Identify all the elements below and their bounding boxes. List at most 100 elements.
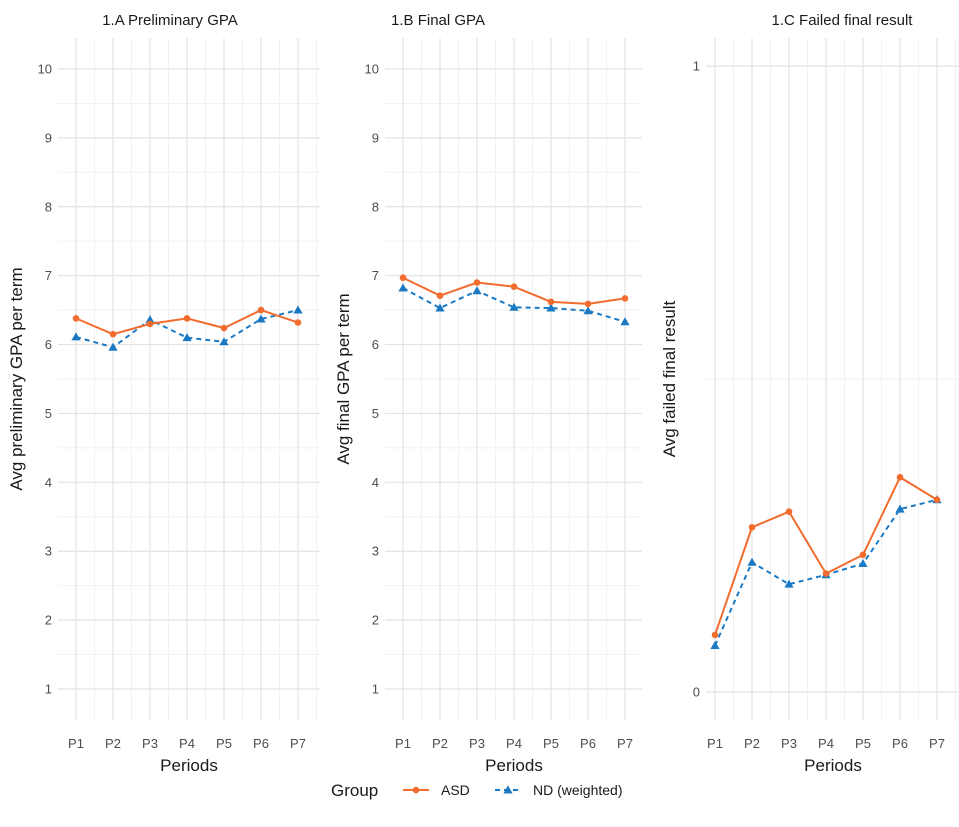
data-point xyxy=(220,324,228,332)
data-point xyxy=(108,342,118,351)
x-tick-label: P2 xyxy=(432,736,448,751)
data-point xyxy=(183,315,191,322)
data-point xyxy=(294,319,302,326)
legend: Group ASD ND (weighted) xyxy=(331,781,622,800)
series-asd xyxy=(711,473,941,639)
y-tick-label: 2 xyxy=(372,613,379,628)
panel-2: 1 2 3 4 5 6 7 8 9 10 P1 P2 P3 P4 P5 P6 P7 1.B Final GPA Pe… xyxy=(334,12,642,775)
y-tick-label: 8 xyxy=(45,199,52,214)
x-tick-label: P4 xyxy=(179,736,195,751)
y-tick-label: 5 xyxy=(372,406,379,421)
data-point xyxy=(859,551,867,559)
data-point xyxy=(146,320,154,328)
x-tick-label: P7 xyxy=(290,736,306,751)
y-tick-label: 6 xyxy=(45,337,52,352)
y-tick-label: 4 xyxy=(372,475,379,490)
data-point xyxy=(257,306,265,314)
legend-title: Group xyxy=(331,781,378,800)
x-axis-label: Periods xyxy=(804,756,862,775)
panel-title: 1.B Final GPA xyxy=(391,12,485,29)
grid xyxy=(58,38,320,720)
data-point xyxy=(785,508,793,515)
y-tick-label: 7 xyxy=(45,268,52,283)
data-point xyxy=(620,317,630,326)
y-tick-label: 4 xyxy=(45,475,52,490)
x-axis-label: Periods xyxy=(485,756,543,775)
x-tick-label: P5 xyxy=(543,736,559,751)
data-point xyxy=(510,283,518,290)
x-tick-label: P1 xyxy=(68,736,84,751)
x-tick-label: P4 xyxy=(818,736,834,751)
data-point xyxy=(784,579,794,588)
legend-key-asd-marker xyxy=(412,786,420,794)
y-axis-label: Avg failed final result xyxy=(660,300,679,457)
data-point xyxy=(435,303,445,312)
data-point xyxy=(256,314,266,323)
x-tick-label: P2 xyxy=(105,736,121,751)
panel-title: 1.A Preliminary GPA xyxy=(102,12,238,29)
legend-label-nd: ND (weighted) xyxy=(533,782,622,798)
data-point xyxy=(747,557,757,566)
y-axis-label: Avg preliminary GPA per term xyxy=(7,267,26,490)
x-tick-label: P1 xyxy=(707,736,723,751)
y-tick-label: 9 xyxy=(372,130,379,145)
grid xyxy=(706,38,959,720)
y-tick-label: 8 xyxy=(372,199,379,214)
data-point xyxy=(473,279,481,286)
data-point xyxy=(748,523,756,531)
data-point xyxy=(583,306,593,315)
y-axis-label: Avg final GPA per term xyxy=(334,293,353,464)
x-tick-label: P3 xyxy=(469,736,485,751)
x-tick-label: P3 xyxy=(781,736,797,751)
data-point xyxy=(293,305,303,314)
y-tick-label: 6 xyxy=(372,337,379,352)
y-tick-label: 7 xyxy=(372,268,379,283)
data-point xyxy=(71,332,81,341)
data-point xyxy=(436,292,444,299)
data-point xyxy=(399,274,407,282)
data-point xyxy=(398,283,408,292)
x-tick-label: P6 xyxy=(580,736,596,751)
series-asd xyxy=(399,274,629,308)
x-tick-label: P5 xyxy=(855,736,871,751)
y-tick-label: 1 xyxy=(693,59,700,74)
y-tick-label: 10 xyxy=(38,62,52,77)
y-tick-label: 9 xyxy=(45,130,52,145)
data-point xyxy=(621,295,629,302)
data-point xyxy=(822,570,830,577)
data-point xyxy=(546,303,556,312)
x-axis-label: Periods xyxy=(160,756,218,775)
data-point xyxy=(547,298,555,306)
y-tick-label: 3 xyxy=(45,544,52,559)
x-tick-label: P4 xyxy=(506,736,522,751)
x-tick-label: P6 xyxy=(253,736,269,751)
series-asd xyxy=(72,306,302,338)
y-tick-label: 2 xyxy=(45,613,52,628)
x-tick-label: P6 xyxy=(892,736,908,751)
y-tick-label: 0 xyxy=(693,684,700,699)
data-point xyxy=(145,315,155,324)
panel-1: 1 2 3 4 5 6 7 8 9 10 P1 P2 P3 P4 P5 P6 P7 1.A Preliminary… xyxy=(7,12,320,775)
x-tick-label: P7 xyxy=(617,736,633,751)
grid xyxy=(385,38,642,720)
panel-title: 1.C Failed final result xyxy=(772,12,914,29)
data-point xyxy=(858,558,868,568)
y-tick-label: 5 xyxy=(45,406,52,421)
series-nd-weighted xyxy=(71,305,303,351)
data-point xyxy=(933,496,941,504)
x-tick-label: P3 xyxy=(142,736,158,751)
data-point xyxy=(72,315,80,322)
data-point xyxy=(509,302,519,311)
data-point xyxy=(219,337,229,346)
panel-3: 0 1 P1 P2 P3 P4 P5 P6 P7 1.C Failed final result P… xyxy=(660,12,959,775)
data-point xyxy=(584,300,592,308)
data-point xyxy=(109,330,117,338)
y-tick-label: 3 xyxy=(372,544,379,559)
data-point xyxy=(711,631,719,639)
x-tick-label: P7 xyxy=(929,736,945,751)
data-point xyxy=(472,286,482,295)
x-tick-label: P5 xyxy=(216,736,232,751)
legend-key-nd-marker xyxy=(503,785,513,794)
data-point xyxy=(182,333,192,342)
